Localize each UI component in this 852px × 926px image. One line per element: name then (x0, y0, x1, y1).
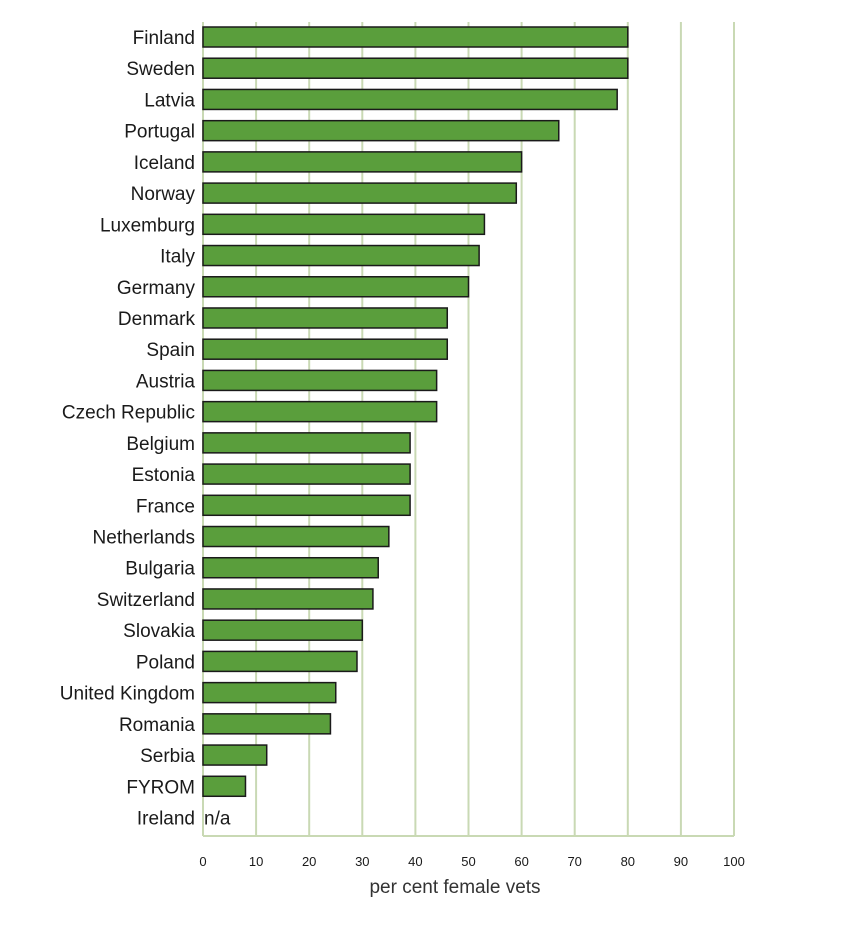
bar-poland (202, 650, 358, 673)
annotations: n/a (204, 809, 231, 830)
x-tick-label: 30 (355, 854, 369, 869)
bar-germany (202, 276, 470, 298)
category-label: Serbia (140, 746, 195, 767)
category-label: Netherlands (93, 528, 195, 549)
bar-spain (202, 338, 449, 360)
bar-serbia (202, 744, 268, 766)
category-label: Luxemburg (100, 215, 195, 236)
bar-united-kingdom (202, 681, 337, 704)
bar-france (202, 494, 411, 517)
x-axis-title: per cent female vets (369, 877, 540, 898)
bar-fyrom (202, 775, 247, 798)
x-tick-label: 20 (302, 854, 316, 869)
category-label: Denmark (118, 309, 196, 330)
category-label: FYROM (126, 777, 195, 798)
bar-estonia (202, 463, 411, 485)
category-label: Finland (133, 28, 195, 49)
x-tick-label: 100 (723, 854, 745, 869)
bar-iceland (202, 151, 523, 173)
category-label: Estonia (132, 465, 196, 486)
category-label: Germany (117, 278, 196, 299)
category-label: United Kingdom (60, 684, 195, 705)
category-label: Switzerland (97, 590, 195, 611)
category-label: Portugal (124, 122, 195, 143)
bar-slovakia (202, 619, 364, 641)
category-label: Belgium (126, 434, 195, 455)
bar-italy (202, 244, 480, 267)
x-tick-labels: 0 10 20 30 40 50 60 70 80 90 100 (199, 854, 744, 869)
category-label: Sweden (126, 59, 195, 80)
category-label: Romania (119, 715, 195, 736)
x-tick-label: 0 (199, 854, 206, 869)
category-label: Iceland (134, 153, 195, 174)
x-tick-label: 80 (621, 854, 635, 869)
x-tick-label: 40 (408, 854, 422, 869)
category-label: France (136, 496, 195, 517)
category-label: Slovakia (123, 621, 195, 642)
x-tick-label: 50 (461, 854, 475, 869)
category-label: Italy (160, 247, 195, 268)
x-tick-label: 10 (249, 854, 263, 869)
x-tick-label: 70 (567, 854, 581, 869)
category-label: Bulgaria (125, 559, 195, 580)
category-label: Norway (131, 184, 196, 205)
bar-norway (202, 182, 518, 204)
category-label: Latvia (144, 90, 195, 111)
bar-portugal (202, 119, 560, 142)
bar-finland (202, 26, 629, 48)
category-label: Ireland (137, 809, 195, 830)
bar-latvia (202, 88, 618, 111)
category-labels: Finland Sweden Latvia Portugal Iceland Norway… (60, 28, 196, 830)
category-label: Spain (146, 340, 195, 361)
bar-czech-republic (202, 400, 438, 423)
bar-austria (202, 369, 438, 392)
bar-switzerland (202, 588, 374, 610)
bar-sweden (202, 57, 629, 79)
bars (202, 26, 629, 798)
category-label: Poland (136, 652, 195, 673)
bar-bulgaria (202, 556, 379, 579)
bar-romania (202, 713, 332, 735)
category-label: Czech Republic (62, 403, 195, 424)
bar-netherlands (202, 525, 390, 548)
bar-belgium (202, 432, 411, 454)
category-label: Austria (136, 371, 196, 392)
x-tick-label: 60 (514, 854, 528, 869)
bar-luxemburg (202, 213, 486, 236)
x-tick-label: 90 (674, 854, 688, 869)
bar-denmark (202, 307, 449, 329)
annotation-na: n/a (204, 809, 231, 830)
